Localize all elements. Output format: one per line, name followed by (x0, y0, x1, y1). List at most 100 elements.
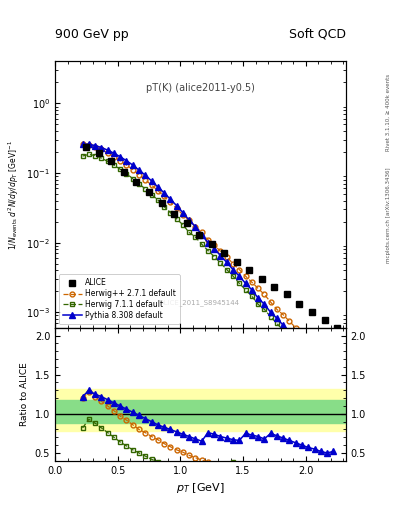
Pythia 8.308 default (218, 252, 223, 259)
Text: Soft QCD: Soft QCD (289, 28, 346, 41)
Herwig++ 2.7.1 default (306, 338, 310, 345)
Herwig 7.1.1 default (93, 153, 97, 159)
Pythia 8.308 default (256, 295, 261, 301)
Herwig 7.1.1 default (218, 260, 223, 266)
Pythia 8.308 default (143, 172, 148, 178)
Herwig++ 2.7.1 default (149, 182, 154, 188)
Herwig++ 2.7.1 default (130, 166, 135, 173)
Herwig 7.1.1 default (174, 216, 179, 222)
Herwig 7.1.1 default (331, 382, 336, 388)
Text: mcplots.cern.ch [arXiv:1306.3436]: mcplots.cern.ch [arXiv:1306.3436] (386, 167, 391, 263)
Legend: ALICE, Herwig++ 2.7.1 default, Herwig 7.1.1 default, Pythia 8.308 default: ALICE, Herwig++ 2.7.1 default, Herwig 7.… (59, 274, 180, 324)
Herwig++ 2.7.1 default (262, 291, 267, 297)
Text: Rivet 3.1.10, ≥ 400k events: Rivet 3.1.10, ≥ 400k events (386, 74, 391, 151)
Herwig 7.1.1 default (212, 253, 217, 260)
Herwig 7.1.1 default (162, 203, 167, 209)
Herwig++ 2.7.1 default (325, 358, 329, 364)
Herwig++ 2.7.1 default (187, 217, 191, 223)
ALICE (335, 325, 340, 331)
Pythia 8.308 default (224, 259, 229, 265)
Herwig++ 2.7.1 default (218, 248, 223, 254)
X-axis label: $p_T\ [\mathrm{GeV}]$: $p_T\ [\mathrm{GeV}]$ (176, 481, 225, 495)
ALICE (272, 284, 277, 290)
Pythia 8.308 default (293, 336, 298, 342)
Herwig 7.1.1 default (281, 327, 286, 333)
Herwig++ 2.7.1 default (256, 285, 261, 291)
Pythia 8.308 default (174, 203, 179, 209)
Herwig 7.1.1 default (149, 191, 154, 198)
Herwig 7.1.1 default (118, 166, 123, 173)
Herwig 7.1.1 default (318, 369, 323, 375)
Herwig++ 2.7.1 default (237, 267, 242, 273)
Herwig++ 2.7.1 default (124, 162, 129, 168)
Pythia 8.308 default (112, 150, 116, 156)
Herwig 7.1.1 default (325, 376, 329, 382)
Herwig 7.1.1 default (312, 361, 317, 367)
Pythia 8.308 default (99, 144, 104, 151)
ALICE (159, 200, 164, 206)
Text: 900 GeV pp: 900 GeV pp (55, 28, 129, 41)
Herwig 7.1.1 default (206, 247, 210, 253)
Pythia 8.308 default (331, 379, 336, 385)
Pythia 8.308 default (306, 350, 310, 356)
Pythia 8.308 default (118, 154, 123, 160)
Herwig++ 2.7.1 default (156, 187, 160, 194)
Pythia 8.308 default (180, 209, 185, 216)
Herwig++ 2.7.1 default (143, 177, 148, 183)
Herwig 7.1.1 default (299, 348, 304, 354)
Herwig 7.1.1 default (168, 209, 173, 216)
Herwig++ 2.7.1 default (293, 325, 298, 331)
ALICE (121, 168, 126, 175)
Pythia 8.308 default (243, 280, 248, 286)
Pythia 8.308 default (262, 301, 267, 307)
Herwig 7.1.1 default (193, 234, 198, 240)
Y-axis label: Ratio to ALICE: Ratio to ALICE (20, 362, 29, 426)
Herwig++ 2.7.1 default (287, 318, 292, 325)
Pythia 8.308 default (212, 246, 217, 252)
Pythia 8.308 default (93, 142, 97, 148)
Herwig 7.1.1 default (99, 155, 104, 161)
Herwig++ 2.7.1 default (318, 351, 323, 357)
ALICE (209, 241, 214, 247)
ALICE (310, 309, 314, 315)
Line: Herwig 7.1.1 default: Herwig 7.1.1 default (80, 152, 336, 388)
Herwig++ 2.7.1 default (99, 146, 104, 153)
ALICE (184, 220, 189, 226)
Pythia 8.308 default (149, 178, 154, 184)
Herwig++ 2.7.1 default (275, 306, 279, 312)
Herwig++ 2.7.1 default (250, 279, 254, 285)
Pythia 8.308 default (318, 365, 323, 371)
Pythia 8.308 default (156, 184, 160, 190)
Line: ALICE: ALICE (83, 144, 341, 331)
Herwig++ 2.7.1 default (281, 312, 286, 318)
Herwig++ 2.7.1 default (224, 254, 229, 260)
Pythia 8.308 default (187, 217, 191, 223)
Herwig 7.1.1 default (80, 153, 85, 159)
Herwig++ 2.7.1 default (231, 261, 235, 267)
ALICE (235, 259, 239, 265)
Pythia 8.308 default (299, 343, 304, 349)
Herwig 7.1.1 default (112, 162, 116, 168)
Herwig 7.1.1 default (306, 355, 310, 361)
Herwig 7.1.1 default (105, 158, 110, 164)
Herwig++ 2.7.1 default (193, 224, 198, 230)
Pythia 8.308 default (275, 315, 279, 322)
Herwig++ 2.7.1 default (243, 273, 248, 279)
Text: ALICE_2011_S8945144: ALICE_2011_S8945144 (160, 300, 241, 306)
Herwig 7.1.1 default (137, 181, 141, 187)
Herwig 7.1.1 default (124, 170, 129, 177)
Herwig 7.1.1 default (224, 267, 229, 273)
Herwig 7.1.1 default (199, 241, 204, 247)
ALICE (197, 231, 202, 238)
Herwig 7.1.1 default (237, 280, 242, 286)
Herwig++ 2.7.1 default (168, 199, 173, 205)
Herwig 7.1.1 default (187, 229, 191, 236)
ALICE (247, 267, 252, 273)
Pythia 8.308 default (312, 356, 317, 362)
Herwig++ 2.7.1 default (93, 143, 97, 150)
ALICE (322, 317, 327, 323)
Herwig++ 2.7.1 default (331, 365, 336, 371)
Pythia 8.308 default (268, 309, 273, 315)
Pythia 8.308 default (137, 167, 141, 173)
Pythia 8.308 default (130, 162, 135, 168)
